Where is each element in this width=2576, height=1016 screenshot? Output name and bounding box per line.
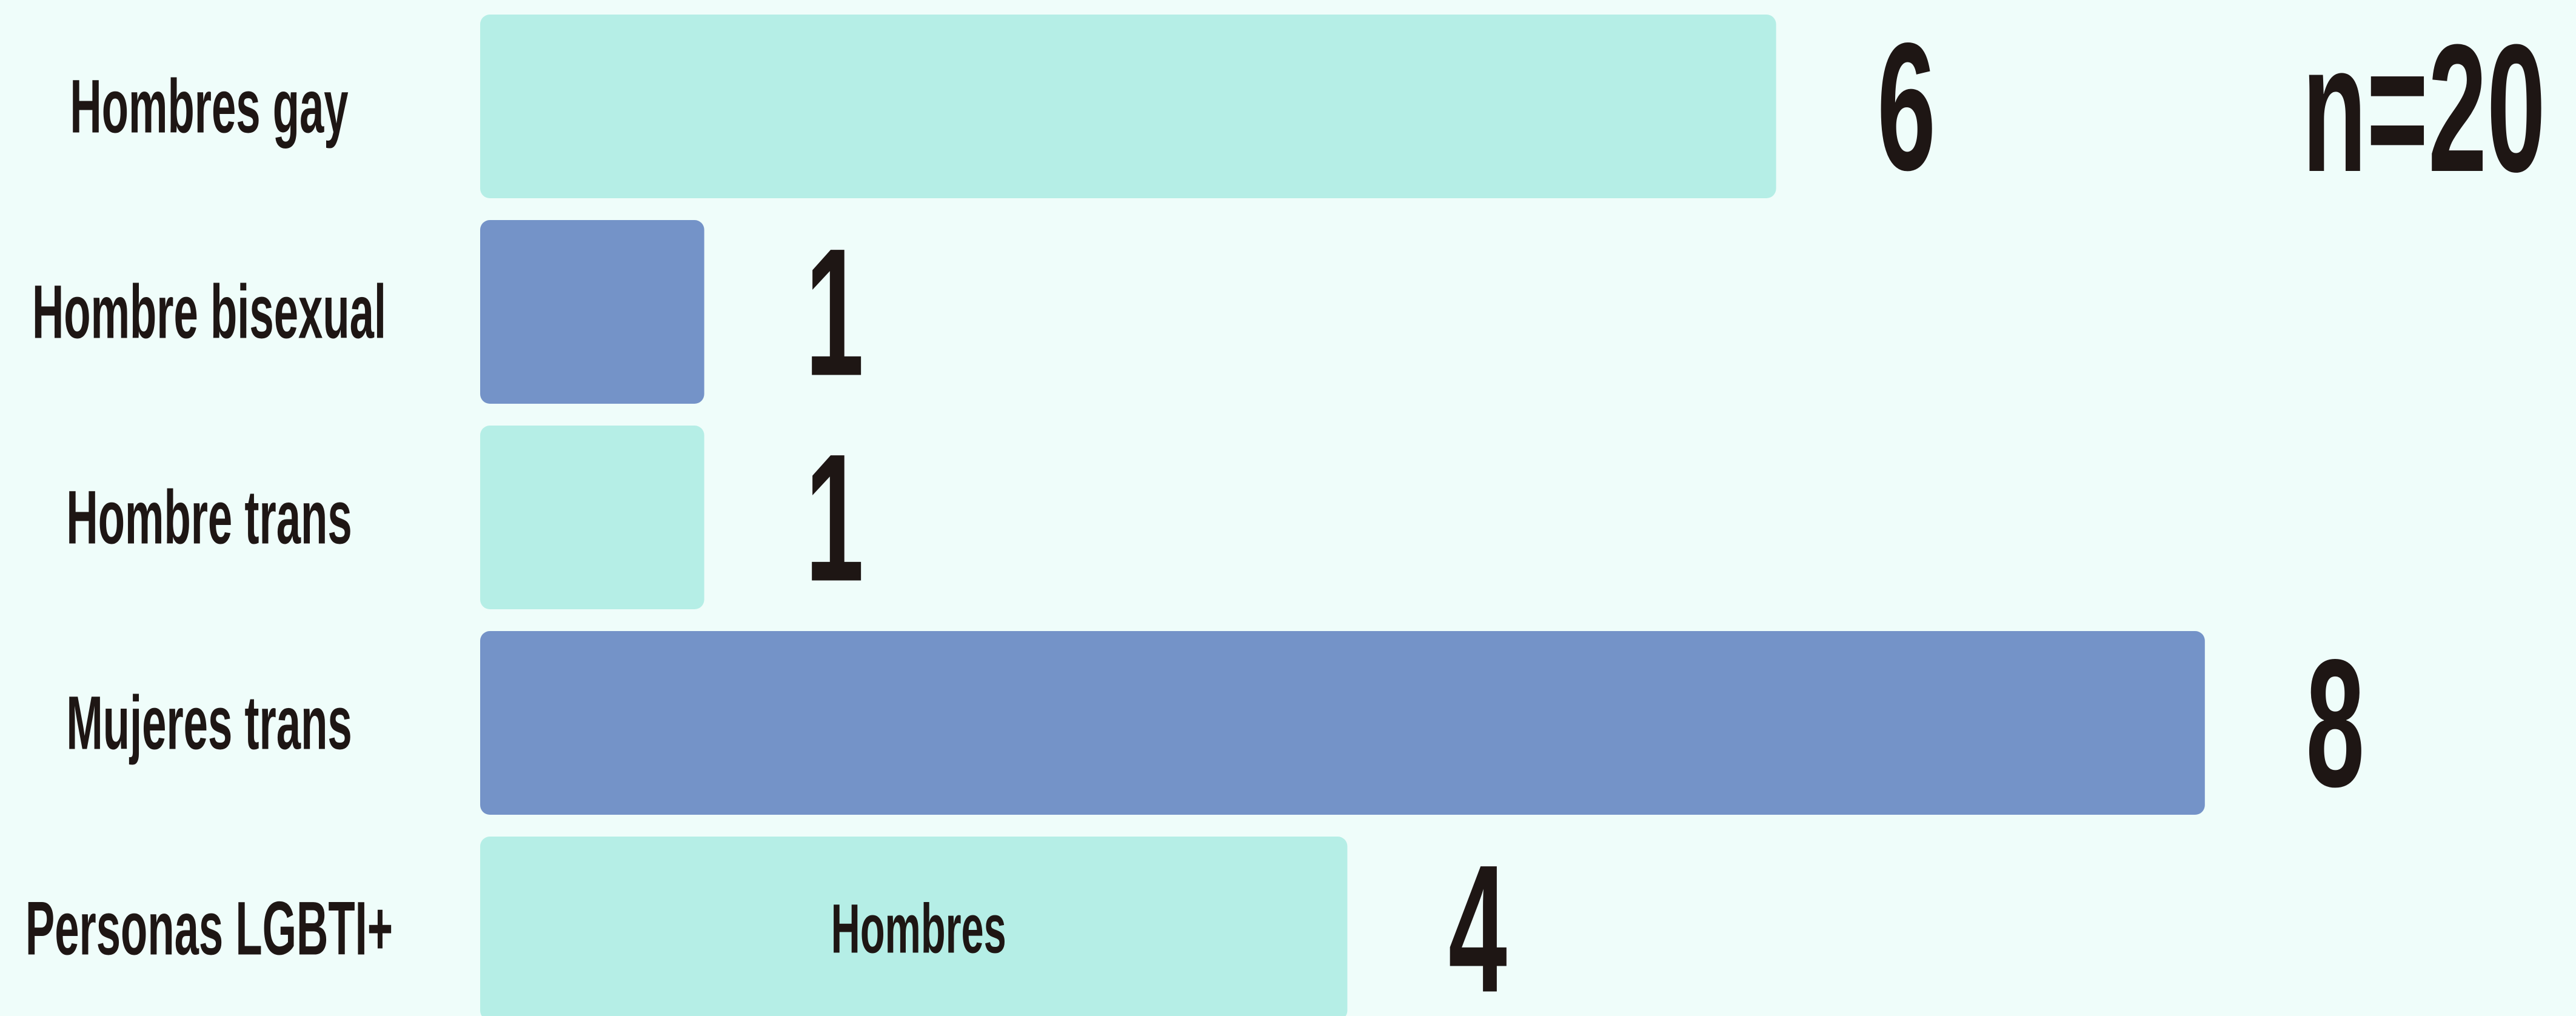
- value-label: 4: [1448, 827, 1507, 1016]
- category-label: Mujeres trans: [66, 681, 352, 765]
- value-label: 1: [805, 416, 864, 619]
- value-label: 6: [1877, 5, 1936, 208]
- category-label: Personas LGBTI+: [25, 886, 393, 971]
- bar: [480, 631, 2205, 815]
- bar: [480, 15, 1776, 198]
- bar: [480, 220, 704, 404]
- bar: [480, 837, 1348, 1016]
- category-label: Hombres gay: [70, 64, 348, 149]
- bar: [480, 426, 704, 609]
- category-label: Hombre trans: [66, 475, 352, 560]
- value-label: 8: [2306, 621, 2364, 824]
- category-label: Hombre bisexual: [32, 270, 386, 354]
- annotation: n=20: [2302, 6, 2545, 209]
- value-label: 1: [805, 210, 864, 413]
- bar-inner-label: Hombres: [831, 889, 1006, 967]
